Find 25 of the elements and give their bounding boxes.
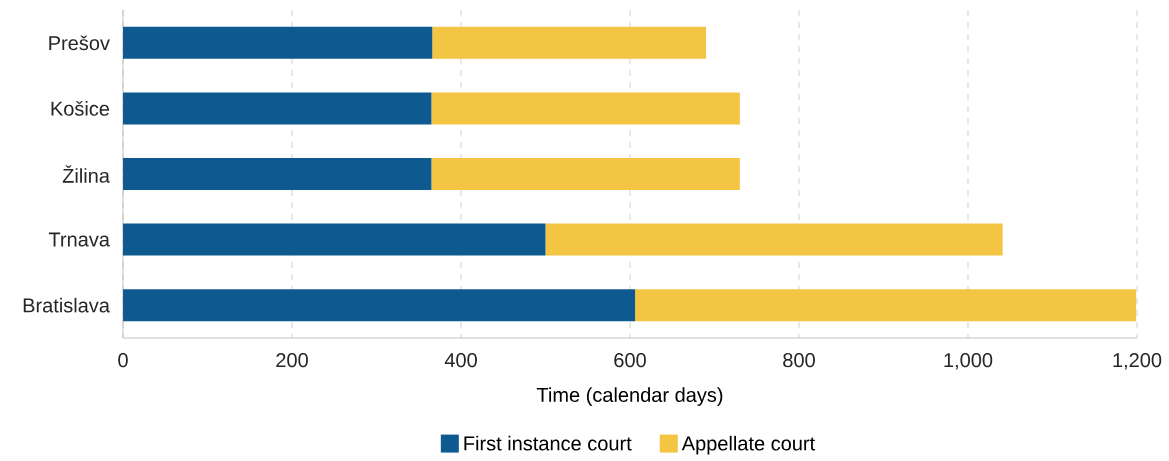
x-tick-label: 600 [614,353,646,368]
bar [545,223,1003,256]
bar [123,289,636,322]
bar [431,92,740,125]
x-tick-label: 0 [118,353,128,368]
y-tick-label: Bratislava [23,297,110,313]
bar [123,92,432,125]
x-axis-title: Time (calendar days) [536,387,723,406]
y-tick-label: Žilina [62,165,110,183]
bar [635,289,1137,322]
x-tick-label: 400 [444,353,477,368]
x-tick-label: 200 [276,353,308,368]
bar [123,158,432,191]
bar [431,158,740,191]
bar [123,26,433,59]
bar [432,26,707,59]
y-tick-label: Trnava [48,232,110,247]
bar [123,223,546,256]
legend-label: Appellate court [681,435,815,455]
x-tick-label: 1,200 [1113,353,1162,370]
y-tick-label: Košice [51,101,110,116]
y-tick-label: Prešov [49,35,110,51]
x-tick-label: 1,000 [944,353,993,370]
legend-label: First instance court [464,435,632,451]
x-tick-label: 800 [783,353,815,368]
